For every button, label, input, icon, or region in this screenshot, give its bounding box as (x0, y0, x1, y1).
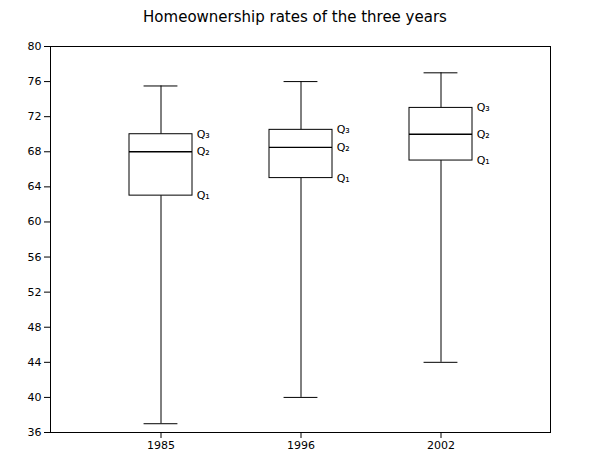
svg-text:Q₂: Q₂ (337, 141, 350, 154)
svg-text:68: 68 (28, 145, 42, 158)
svg-text:56: 56 (28, 251, 42, 264)
svg-text:44: 44 (28, 356, 42, 369)
svg-text:40: 40 (28, 391, 42, 404)
svg-text:Q₃: Q₃ (337, 123, 350, 136)
svg-text:2002: 2002 (427, 439, 455, 452)
svg-text:64: 64 (28, 180, 42, 193)
svg-text:Q₁: Q₁ (197, 189, 210, 202)
svg-text:1985: 1985 (147, 439, 175, 452)
svg-text:1996: 1996 (287, 439, 315, 452)
svg-text:48: 48 (28, 321, 42, 334)
svg-text:60: 60 (28, 215, 42, 228)
svg-text:Q₂: Q₂ (477, 128, 490, 141)
svg-text:36: 36 (28, 426, 42, 439)
svg-text:Q₁: Q₁ (337, 172, 350, 185)
svg-text:Q₃: Q₃ (197, 128, 210, 141)
html-text:Homeownership rates of the thr: Homeownership rates of the three years (143, 8, 447, 26)
svg-text:72: 72 (28, 110, 42, 123)
svg-text:Q₂: Q₂ (197, 145, 210, 158)
svg-text:76: 76 (28, 75, 42, 88)
svg-text:Q₃: Q₃ (477, 101, 490, 114)
svg-text:80: 80 (28, 40, 42, 53)
svg-text:52: 52 (28, 286, 42, 299)
svg-text:Q₁: Q₁ (477, 154, 490, 167)
